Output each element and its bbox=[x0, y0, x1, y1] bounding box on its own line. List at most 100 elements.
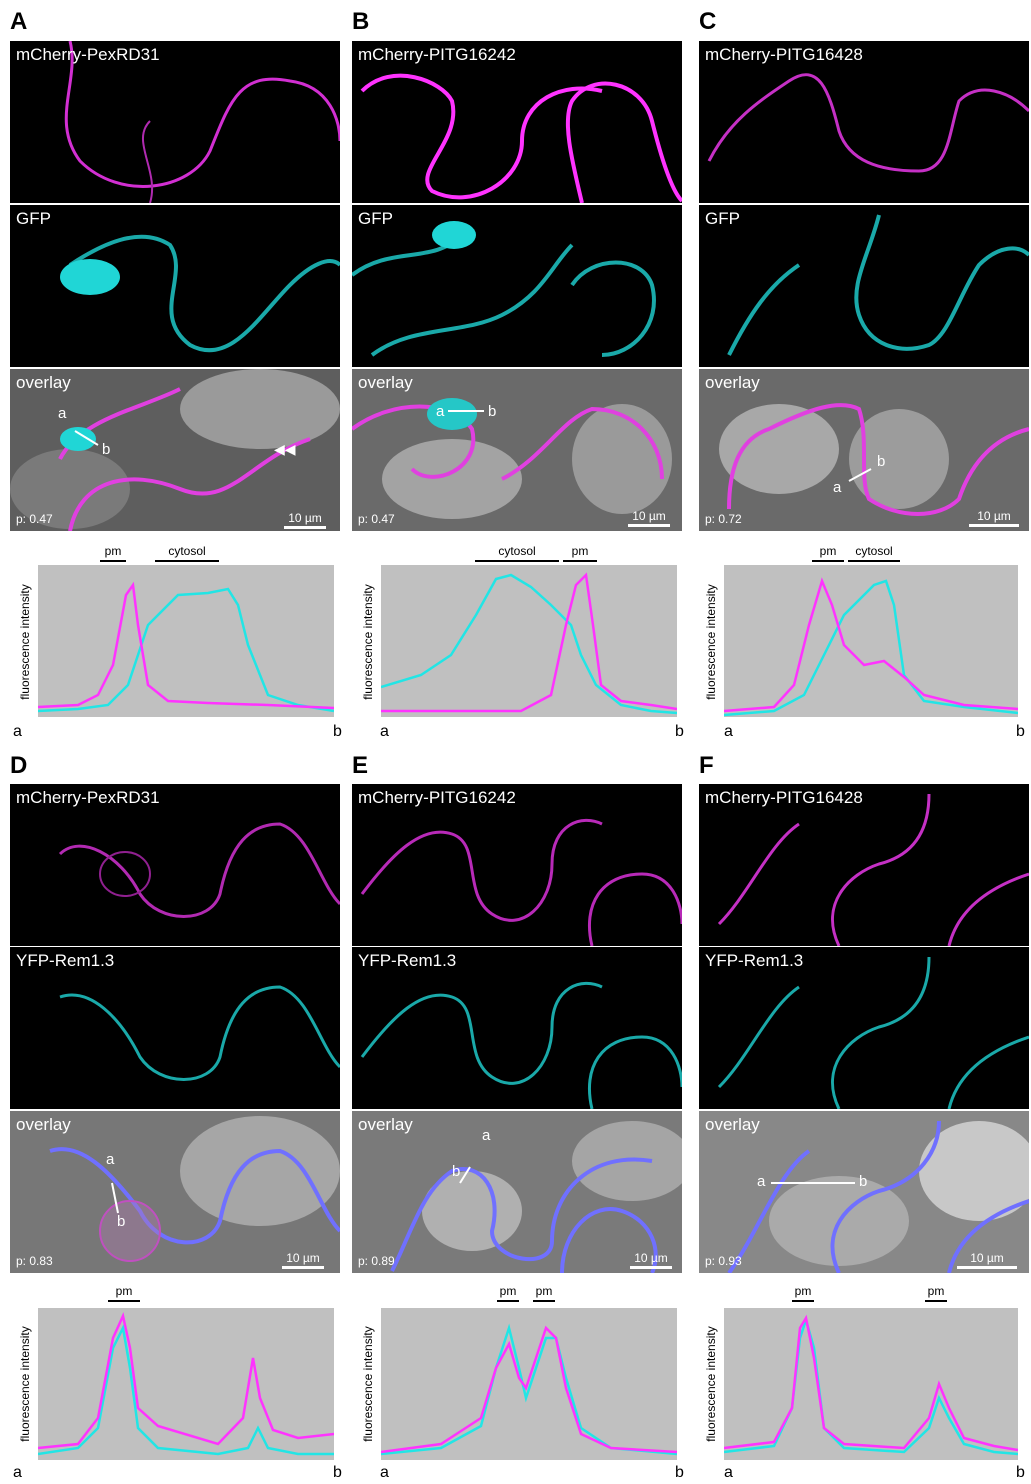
overlay-image-f: a b overlay p: 0.93 10 µm bbox=[699, 1111, 1029, 1273]
x-axis-start: a bbox=[13, 723, 22, 740]
p-value: p: 0.93 bbox=[705, 1254, 742, 1268]
overlay-image-e: a b overlay p: 0.89 10 µm bbox=[352, 1111, 682, 1273]
region-marker: pm bbox=[925, 1284, 947, 1302]
gfp-trace bbox=[37, 587, 335, 713]
y-axis-label: fluorescence intensity bbox=[18, 584, 32, 700]
gfp-image-c: GFP bbox=[699, 205, 1029, 367]
overlay-image-d: a b overlay p: 0.83 10 µm bbox=[10, 1111, 340, 1273]
line-end-b: b bbox=[877, 453, 886, 470]
scale-label: 10 µm bbox=[288, 511, 322, 525]
gfp-trace bbox=[380, 1323, 678, 1456]
row-label: GFP bbox=[16, 209, 51, 228]
mcherry-trace bbox=[37, 1312, 335, 1450]
line-end-b: b bbox=[102, 441, 111, 458]
mcherry-trace bbox=[723, 577, 1019, 713]
gfp-trace bbox=[723, 579, 1019, 717]
scale-label: 10 µm bbox=[977, 509, 1011, 523]
panel-letter-e: E bbox=[352, 752, 369, 779]
x-axis-end: b bbox=[1016, 723, 1025, 740]
row-label: overlay bbox=[705, 1115, 760, 1134]
region-marker: pm bbox=[563, 544, 597, 562]
row-label: mCherry-PITG16242 bbox=[358, 45, 516, 64]
line-end-a: a bbox=[482, 1127, 491, 1144]
mcherry-image-f: mCherry-PITG16428 bbox=[699, 784, 1029, 946]
line-end-a: a bbox=[58, 405, 67, 422]
row-label: mCherry-PITG16428 bbox=[705, 45, 863, 64]
line-end-b: b bbox=[859, 1173, 868, 1190]
mcherry-image-d: mCherry-PexRD31 bbox=[10, 784, 340, 946]
line-end-b: b bbox=[117, 1213, 126, 1230]
scale-label: 10 µm bbox=[632, 509, 666, 523]
row-label: overlay bbox=[16, 373, 71, 392]
row-label: GFP bbox=[358, 209, 393, 228]
profile-svg bbox=[380, 1323, 678, 1456]
x-axis-end: b bbox=[675, 723, 684, 740]
line-end-b: b bbox=[452, 1163, 461, 1180]
x-axis-start: a bbox=[724, 1464, 733, 1481]
gfp-trace bbox=[37, 1324, 334, 1456]
profile-svg bbox=[723, 1314, 1019, 1456]
y-axis-label: fluorescence intensity bbox=[18, 1326, 32, 1442]
line-end-b: b bbox=[488, 403, 497, 420]
p-value: p: 0.83 bbox=[16, 1254, 53, 1268]
profile-svg bbox=[723, 577, 1019, 717]
profile-plot-f bbox=[723, 1308, 1019, 1460]
mcherry-image-c: mCherry-PITG16428 bbox=[699, 41, 1029, 203]
panel-letter-f: F bbox=[699, 752, 714, 779]
gfp-trace bbox=[380, 573, 678, 715]
x-axis-end: b bbox=[1016, 1464, 1025, 1481]
gfp-image-a: GFP bbox=[10, 205, 340, 367]
row-label: overlay bbox=[705, 373, 760, 392]
profile-svg bbox=[37, 1312, 335, 1456]
mcherry-image-e: mCherry-PITG16242 bbox=[352, 784, 682, 946]
x-axis-end: b bbox=[333, 723, 342, 740]
line-end-a: a bbox=[833, 479, 842, 496]
region-marker: cytosol bbox=[848, 544, 900, 562]
panel-letter-a: A bbox=[10, 8, 28, 35]
y-axis-label: fluorescence intensity bbox=[361, 1326, 375, 1442]
mcherry-trace bbox=[723, 1314, 1019, 1452]
x-axis-end: b bbox=[333, 1464, 342, 1481]
region-marker: cytosol bbox=[155, 544, 219, 562]
profile-plot-e bbox=[380, 1308, 678, 1460]
mcherry-trace bbox=[37, 581, 335, 710]
scale-bar: 10 µm bbox=[969, 509, 1019, 527]
x-axis-start: a bbox=[380, 1464, 389, 1481]
scale-label: 10 µm bbox=[286, 1251, 320, 1265]
x-axis-start: a bbox=[380, 723, 389, 740]
mcherry-image-a: mCherry-PexRD31 bbox=[10, 41, 340, 203]
yfp-image-f: YFP-Rem1.3 bbox=[699, 947, 1029, 1109]
arrowhead-icon: ◀◀ bbox=[274, 441, 296, 457]
row-label: overlay bbox=[358, 1115, 413, 1134]
row-label: mCherry-PexRD31 bbox=[16, 45, 160, 64]
yfp-image-e: YFP-Rem1.3 bbox=[352, 947, 682, 1109]
y-axis-label: fluorescence intensity bbox=[361, 584, 375, 700]
panel-letter-b: B bbox=[352, 8, 370, 35]
gfp-trace bbox=[723, 1315, 1019, 1456]
row-label: GFP bbox=[705, 209, 740, 228]
line-end-a: a bbox=[436, 403, 445, 420]
overlay-image-b: a b overlay p: 0.47 10 µm bbox=[352, 369, 682, 531]
region-marker: pm bbox=[792, 1284, 814, 1302]
x-axis-end: b bbox=[675, 1464, 684, 1481]
y-axis-label: fluorescence intensity bbox=[704, 1326, 718, 1442]
region-marker: pm bbox=[108, 1284, 140, 1302]
scale-bar: 10 µm bbox=[282, 1251, 324, 1269]
line-end-a: a bbox=[757, 1173, 766, 1190]
region-marker: pm bbox=[100, 544, 126, 562]
row-label: overlay bbox=[16, 1115, 71, 1134]
row-label: YFP-Rem1.3 bbox=[358, 951, 457, 970]
row-label: mCherry-PITG16242 bbox=[358, 788, 516, 807]
scale-bar: 10 µm bbox=[284, 511, 326, 529]
region-marker: cytosol bbox=[475, 544, 559, 562]
p-value: p: 0.72 bbox=[705, 512, 742, 526]
mcherry-trace bbox=[381, 572, 678, 713]
row-label: YFP-Rem1.3 bbox=[705, 951, 804, 970]
row-label: YFP-Rem1.3 bbox=[16, 951, 115, 970]
scale-label: 10 µm bbox=[970, 1251, 1004, 1265]
profile-plot-c bbox=[723, 565, 1019, 717]
row-label: mCherry-PITG16428 bbox=[705, 788, 863, 807]
scale-bar: 10 µm bbox=[957, 1251, 1017, 1269]
panel-letter-d: D bbox=[10, 752, 28, 779]
scale-bar: 10 µm bbox=[628, 509, 670, 527]
